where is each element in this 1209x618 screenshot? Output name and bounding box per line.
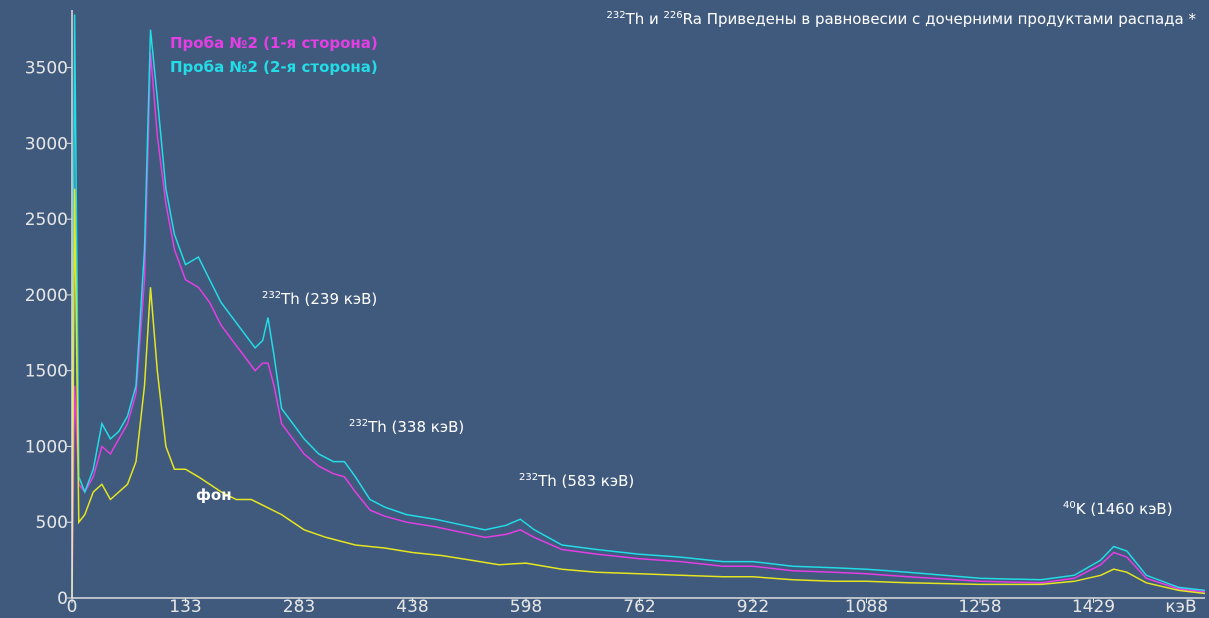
x-tick-label: 0	[67, 597, 78, 614]
series-line	[71, 52, 1206, 599]
annotation-sup: 232	[519, 472, 538, 483]
annotation-sup: 40	[1063, 500, 1076, 511]
title-part: Ra Приведены в равновесии с дочерними пр…	[683, 10, 1197, 28]
annotation-sup: 232	[262, 290, 281, 301]
annotation: 232Th (239 кэВ)	[262, 290, 377, 308]
x-tick-label: 762	[623, 597, 655, 614]
annotation: 40K (1460 кэВ)	[1063, 500, 1173, 518]
y-tick-label: 500	[36, 513, 68, 533]
y-tick-label: 3000	[25, 134, 68, 154]
title-sup: 232	[606, 10, 625, 21]
x-axis-label: кэВ	[1165, 597, 1196, 614]
annotation-text: K (1460 кэВ)	[1076, 500, 1173, 518]
legend-entry: фон	[196, 486, 232, 504]
y-tick-label: 3500	[25, 59, 68, 79]
x-tick-label: 1088	[845, 597, 888, 614]
x-tick-label: 133	[169, 597, 201, 614]
x-tick-label: 1258	[958, 597, 1001, 614]
annotation: 232Th (583 кэВ)	[519, 472, 634, 490]
y-tick-label: 0	[57, 589, 68, 609]
x-tick-label: 438	[396, 597, 428, 614]
annotation-text: Th (338 кэВ)	[367, 418, 464, 436]
x-tick-label: 1429	[1072, 597, 1115, 614]
x-tick-label: 598	[510, 597, 542, 614]
annotation: 232Th (338 кэВ)	[349, 418, 464, 436]
annotation-text: Th (583 кэВ)	[537, 472, 634, 490]
legend-entry: Проба №2 (2-я сторона)	[170, 58, 378, 76]
annotation-text: Th (239 кэВ)	[280, 290, 377, 308]
series-line	[71, 14, 1206, 599]
series-line	[71, 188, 1206, 599]
y-tick-label: 1000	[25, 437, 68, 457]
x-tick-label: 283	[283, 597, 315, 614]
y-tick-label: 2500	[25, 210, 68, 230]
y-tick-label: 1500	[25, 362, 68, 382]
chart-title: 232Th и 226Ra Приведены в равновесии с д…	[606, 10, 1196, 28]
title-sup: 226	[664, 10, 683, 21]
x-tick-label: 922	[737, 597, 769, 614]
y-tick-label: 2000	[25, 286, 68, 306]
title-part: Th и	[625, 10, 664, 28]
legend-entry: Проба №2 (1-я сторона)	[170, 34, 378, 52]
annotation-sup: 232	[349, 418, 368, 429]
